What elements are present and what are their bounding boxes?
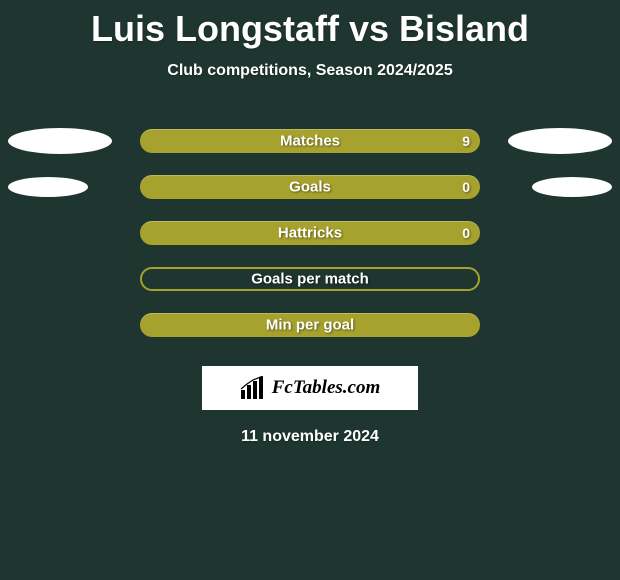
- date-line: 11 november 2024: [0, 428, 620, 446]
- subtitle: Club competitions, Season 2024/2025: [0, 62, 620, 80]
- stat-value: 0: [462, 225, 470, 241]
- brand-text: FcTables.com: [272, 377, 381, 399]
- stat-row: Min per goal: [0, 302, 620, 348]
- right-value-ellipse: [508, 128, 612, 154]
- left-value-ellipse: [8, 128, 112, 154]
- stat-row: Goals per match: [0, 256, 620, 302]
- stat-label: Hattricks: [140, 225, 480, 242]
- stat-label: Min per goal: [140, 317, 480, 334]
- stat-label: Goals per match: [142, 271, 478, 288]
- stat-label: Goals: [140, 179, 480, 196]
- stat-row: Hattricks0: [0, 210, 620, 256]
- stat-row: Goals0: [0, 164, 620, 210]
- stat-bar: Min per goal: [140, 313, 480, 337]
- brand-badge[interactable]: FcTables.com: [202, 366, 418, 410]
- stat-bar: Goals per match: [140, 267, 480, 291]
- stat-value: 0: [462, 179, 470, 195]
- bar-chart-icon: [240, 376, 266, 400]
- stat-row: Matches9: [0, 118, 620, 164]
- stat-label: Matches: [140, 133, 480, 150]
- stat-bar: Hattricks0: [140, 221, 480, 245]
- stats-rows: Matches9Goals0Hattricks0Goals per matchM…: [0, 118, 620, 348]
- stat-bar: Goals0: [140, 175, 480, 199]
- page-title: Luis Longstaff vs Bisland: [0, 0, 620, 50]
- right-value-ellipse: [532, 177, 612, 197]
- stat-value: 9: [462, 133, 470, 149]
- comparison-card: Luis Longstaff vs Bisland Club competiti…: [0, 0, 620, 580]
- left-value-ellipse: [8, 177, 88, 197]
- stat-bar: Matches9: [140, 129, 480, 153]
